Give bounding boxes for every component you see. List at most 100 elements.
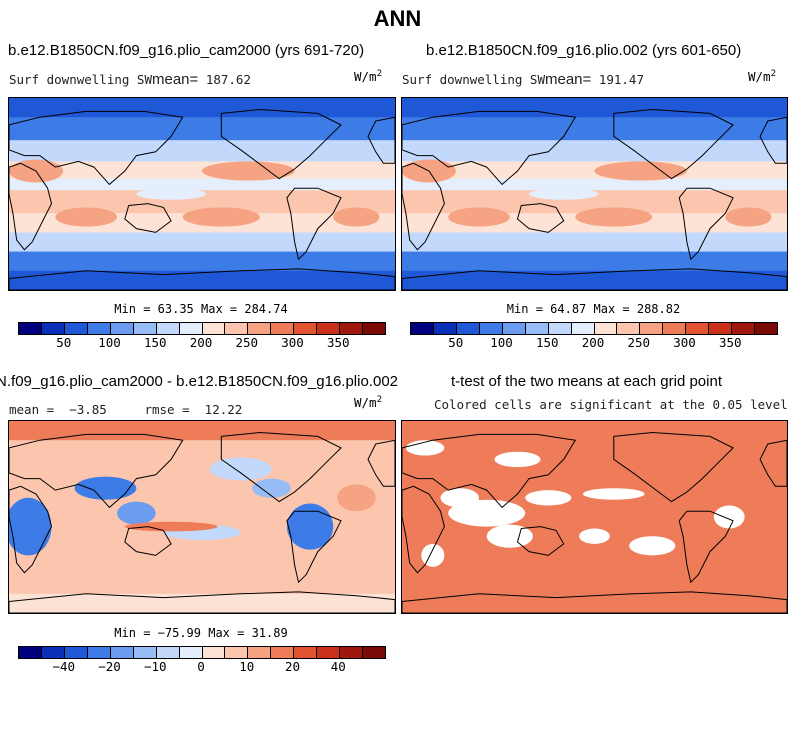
nonsignificant-cells <box>494 451 541 468</box>
panel2-mean-label: mean= <box>545 71 592 88</box>
panel2-units-exp: 2 <box>770 69 776 79</box>
colorbar-swatch <box>64 647 88 658</box>
colorbar-tick-label: 250 <box>235 335 259 350</box>
coastline <box>402 268 787 290</box>
colorbar-swatch <box>456 323 480 334</box>
coastline <box>678 510 734 584</box>
coastline <box>516 526 565 556</box>
colorbar-tick-label: 0 <box>197 659 205 674</box>
panel4-title: t-test of the two means at each grid poi… <box>451 373 722 390</box>
colorbar-swatch <box>202 647 226 658</box>
field-patch <box>209 457 272 481</box>
colorbar-swatch <box>248 323 272 334</box>
panel1-units-exp: 2 <box>376 69 382 79</box>
field-band <box>402 98 787 119</box>
coastline <box>402 433 577 509</box>
colorbar-tick-label: 50 <box>448 335 464 350</box>
field-band <box>402 140 787 163</box>
colorbar-tick-label: 350 <box>326 335 350 350</box>
field-band <box>402 251 787 272</box>
colorbar-swatch <box>64 323 88 334</box>
panel2-units-base: W/m <box>748 69 771 85</box>
colorbar-swatch <box>225 323 249 334</box>
colorbar-swatch <box>317 323 341 334</box>
panel2-case-title: b.e12.B1850CN.f09_g16.plio.002 (yrs 601-… <box>426 42 742 59</box>
field-band <box>9 98 395 119</box>
field-band <box>9 232 395 253</box>
colorbar-swatch <box>248 647 272 658</box>
colorbar-tick-label: 150 <box>143 335 167 350</box>
colorbar-swatch <box>87 323 111 334</box>
panel1-case-title: b.e12.B1850CN.f09_g16.plio_cam2000 (yrs … <box>8 42 365 59</box>
panel3-map <box>8 420 396 614</box>
field-background <box>9 421 395 613</box>
field-patch <box>333 207 380 227</box>
field-patch <box>136 188 206 200</box>
field-band <box>402 232 787 253</box>
field-patch <box>286 503 334 550</box>
panel3-units-exp: 2 <box>376 395 382 405</box>
coastline <box>402 591 787 613</box>
colorbar-swatch <box>271 647 295 658</box>
colorbar-swatch <box>340 647 364 658</box>
field-patch <box>448 207 510 227</box>
field-patch <box>74 476 137 500</box>
colorbar-tick-label: 300 <box>673 335 696 350</box>
colorbar-swatch <box>179 323 203 334</box>
panel2-map <box>401 97 788 291</box>
colorbar-swatch <box>663 323 687 334</box>
panel3-case-title: B50CN.f09_g16.plio_cam2000 - b.e12.B1850… <box>0 373 398 390</box>
field-band <box>402 270 787 290</box>
field-patch <box>124 521 218 532</box>
field-patch <box>202 161 295 181</box>
field-patch <box>529 188 599 200</box>
panel4-subtitle: Colored cells are significant at the 0.0… <box>434 397 788 412</box>
panel2-units: W/m2 <box>748 69 776 84</box>
field-patch <box>594 161 687 181</box>
field-patch <box>55 207 118 227</box>
panel3-units: W/m2 <box>354 395 382 410</box>
colorbar-tick-label: 40 <box>330 659 346 674</box>
colorbar-swatch <box>133 647 157 658</box>
colorbar-tick-label: −20 <box>98 659 121 674</box>
coastline <box>367 116 395 164</box>
field-band <box>9 593 395 613</box>
colorbar-swatch <box>271 323 295 334</box>
colorbar-swatch <box>709 323 733 334</box>
field-patch <box>9 497 52 556</box>
nonsignificant-cells <box>440 488 479 508</box>
field-patch <box>182 207 260 227</box>
coastline <box>9 485 53 574</box>
colorbar-swatch <box>19 323 42 334</box>
nonsignificant-cells <box>713 505 745 529</box>
colorbar-swatch <box>294 647 318 658</box>
nonsignificant-cells <box>421 543 445 567</box>
colorbar-swatch <box>317 647 341 658</box>
nonsignificant-cells <box>579 528 610 544</box>
colorbar-tick-label: 100 <box>490 335 513 350</box>
colorbar-swatch <box>225 647 249 658</box>
colorbar-tick-label: 10 <box>239 659 255 674</box>
colorbar-tick-label: −10 <box>143 659 167 674</box>
coastline <box>402 110 577 186</box>
colorbar-swatch <box>502 323 526 334</box>
coastline <box>613 431 734 503</box>
nonsignificant-cells <box>486 524 533 548</box>
field-band <box>402 178 787 192</box>
coastline <box>9 110 184 186</box>
colorbar-swatch <box>156 647 180 658</box>
colorbar-swatch <box>340 323 364 334</box>
panel4-map <box>401 420 788 614</box>
coastline <box>402 162 445 251</box>
colorbar-tick-label: 300 <box>281 335 304 350</box>
colorbar-tick-label: 200 <box>189 335 213 350</box>
colorbar-swatch <box>202 323 226 334</box>
nonsignificant-cells <box>525 490 572 506</box>
panel1-minmax: Min = 63.35 Max = 284.74 <box>114 302 288 316</box>
colorbar-tick-label: 250 <box>627 335 651 350</box>
coastline <box>678 187 734 261</box>
colorbar-swatch <box>41 647 65 658</box>
field-band <box>9 117 395 142</box>
panel3-units-base: W/m <box>354 395 377 411</box>
